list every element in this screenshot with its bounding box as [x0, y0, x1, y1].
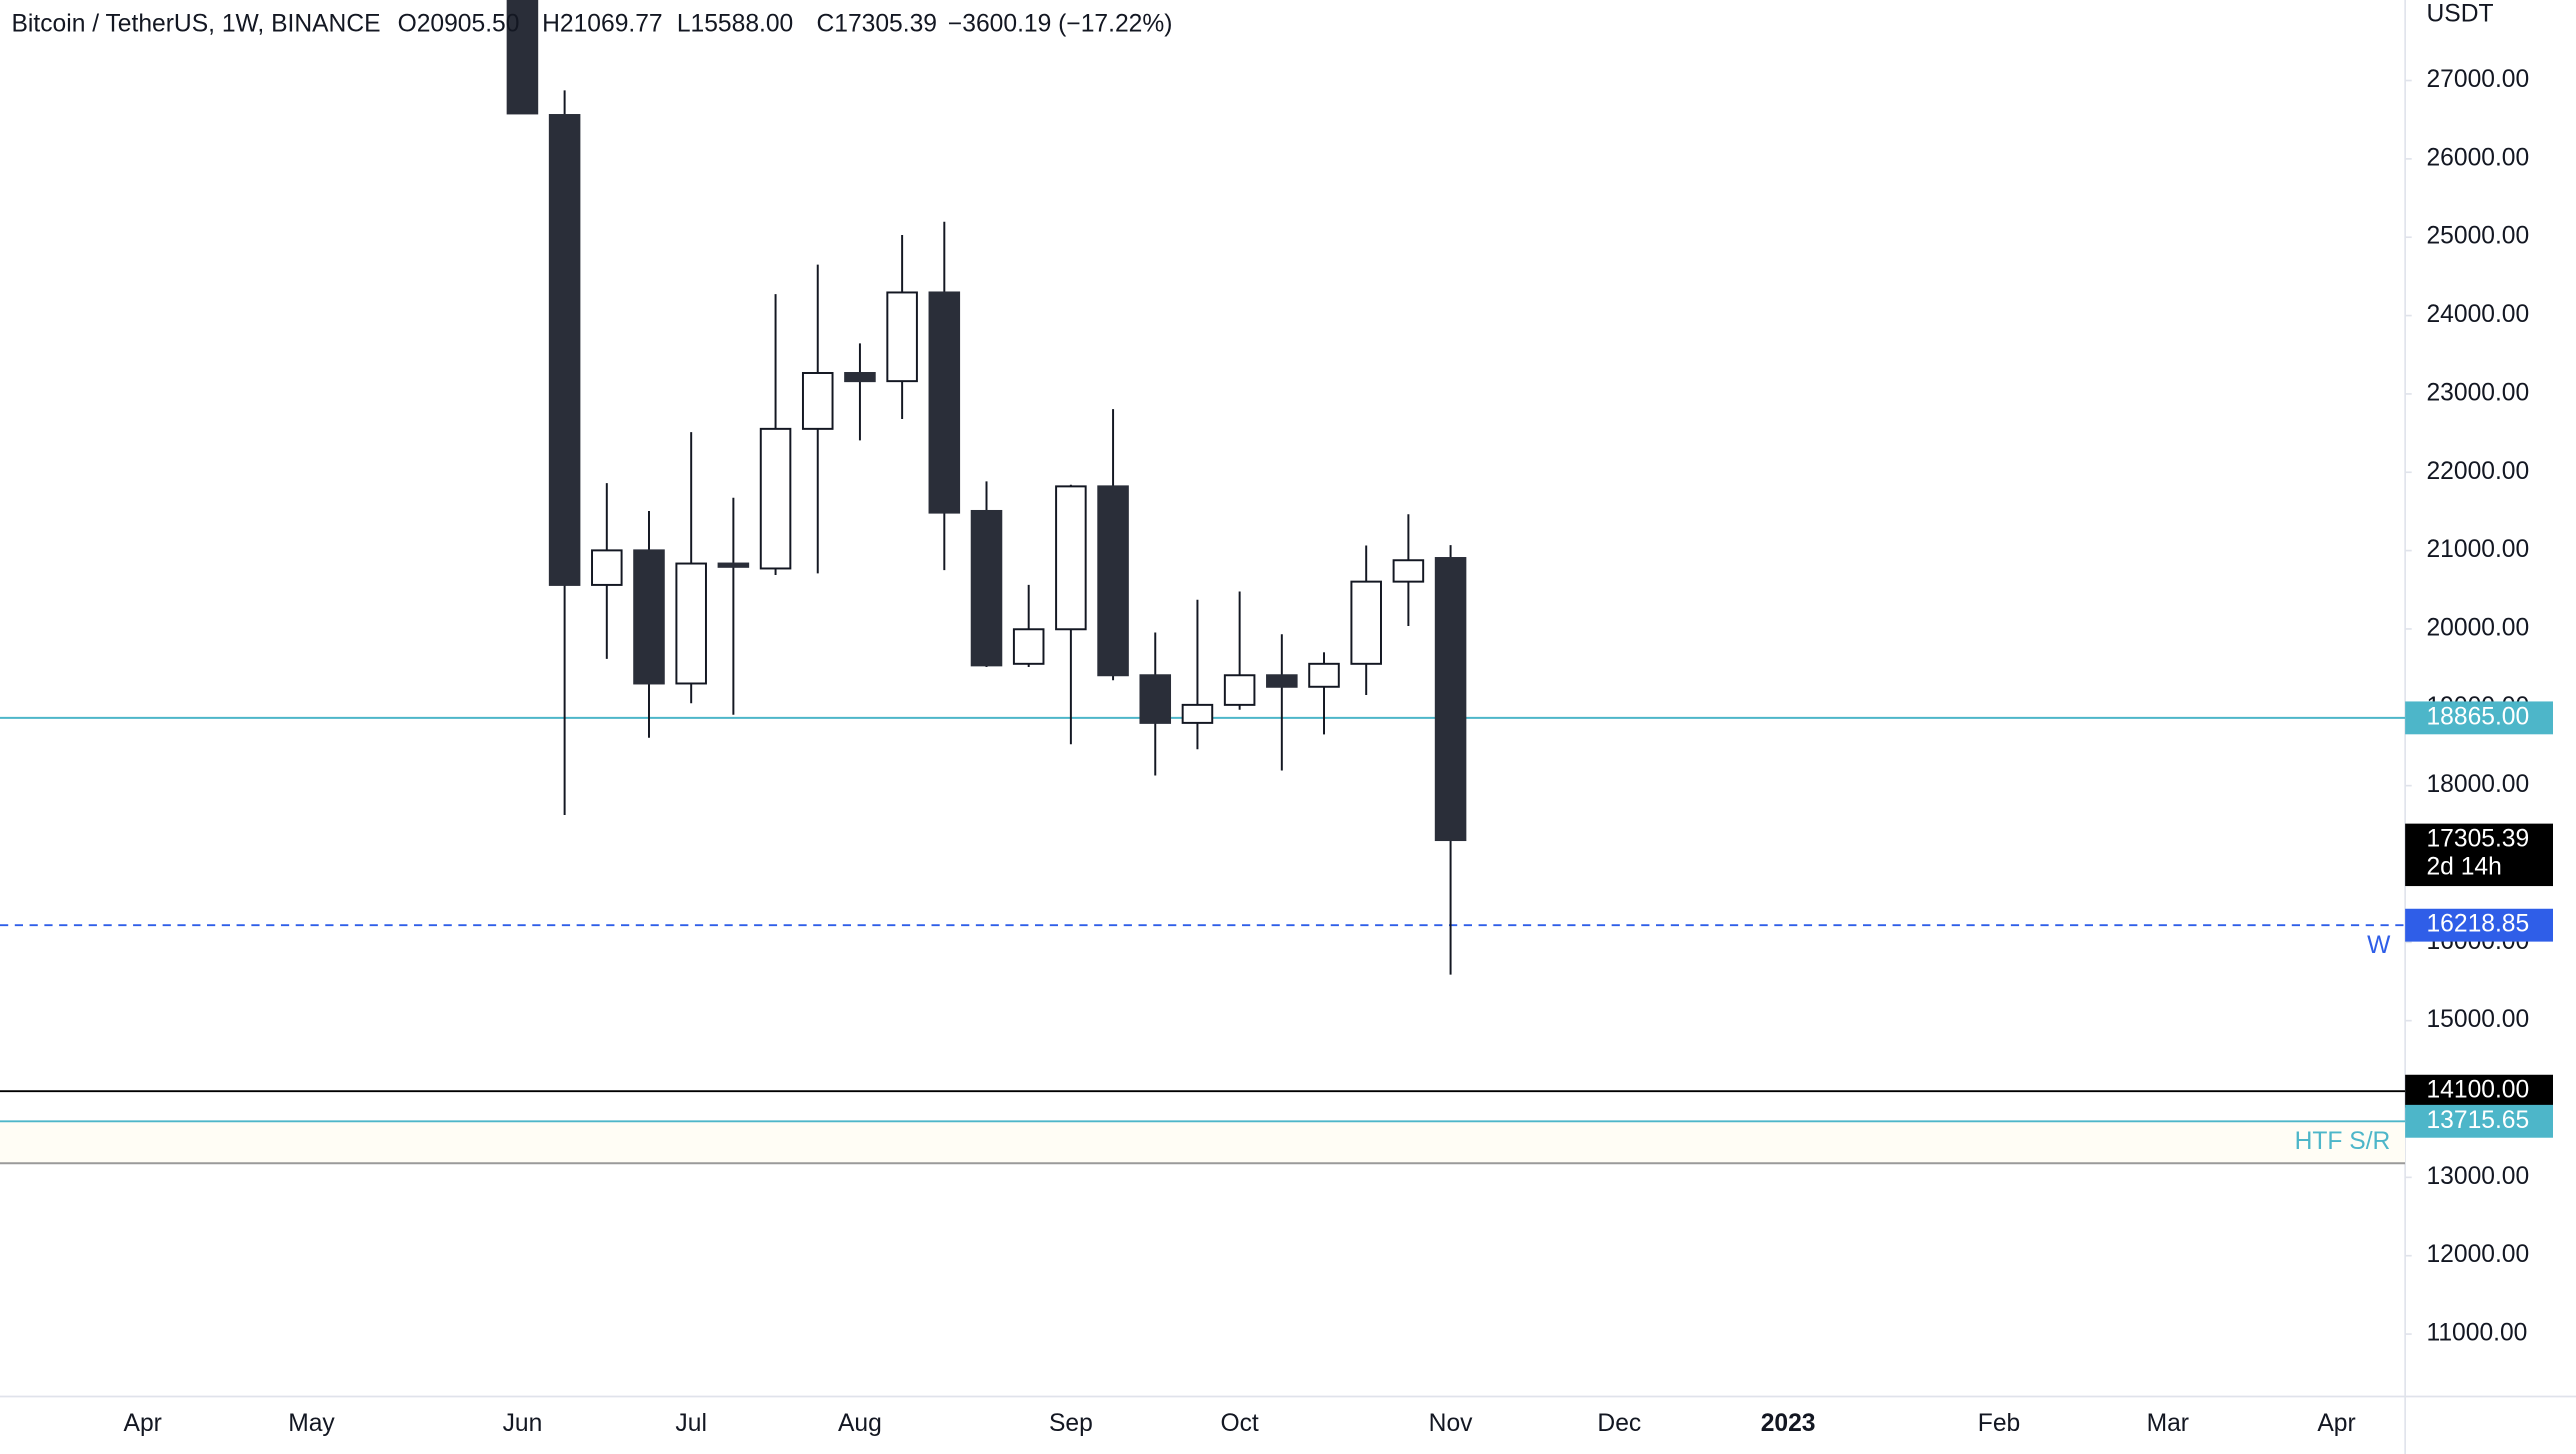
last-price-badge — [2405, 823, 2553, 887]
candle-body — [1266, 674, 1298, 688]
level-note: W — [2367, 932, 2391, 959]
candle-body — [844, 372, 876, 383]
level-note: HTF S/R — [2295, 1128, 2391, 1155]
candle-body — [506, 0, 539, 115]
candle-body — [1139, 674, 1172, 724]
level-badge — [2405, 908, 2553, 942]
level-badge-label: 16218.85 — [2427, 911, 2530, 938]
ohlc-close: C17305.39 — [817, 10, 937, 37]
candle-body — [1392, 559, 1425, 583]
candle-body — [801, 372, 834, 430]
countdown-label: 2d 14h — [2427, 854, 2502, 881]
candle-body — [1308, 662, 1340, 688]
y-tick-label: 15000.00 — [2427, 1006, 2530, 1033]
x-tick-label: Feb — [1978, 1410, 2020, 1437]
x-tick-label: Apr — [124, 1410, 162, 1437]
candle-body — [675, 562, 707, 685]
y-tick-label: 27000.00 — [2427, 66, 2530, 93]
candle-body — [759, 427, 792, 570]
y-tick-label: 13000.00 — [2427, 1163, 2530, 1190]
last-price-label: 17305.39 — [2427, 826, 2530, 853]
x-tick-label: Jul — [675, 1410, 706, 1437]
y-tick-label: 12000.00 — [2427, 1241, 2530, 1268]
level-badge-label: 18865.00 — [2427, 703, 2530, 730]
candle-body — [548, 114, 581, 586]
candle-body — [886, 291, 918, 383]
unit-label: USDT — [2427, 0, 2494, 27]
y-tick-label: 20000.00 — [2427, 614, 2530, 641]
axes: 11000.0012000.0013000.0014000.0015000.00… — [124, 66, 2553, 1437]
plot-area — [0, 0, 2406, 1165]
x-tick-label: Nov — [1429, 1410, 1473, 1437]
candle-body — [591, 549, 623, 586]
x-tick-label: Jun — [503, 1410, 543, 1437]
x-tick-label: Oct — [1220, 1410, 1258, 1437]
symbol-title: Bitcoin / TetherUS, 1W, BINANCE — [12, 10, 381, 37]
candle-body — [1223, 674, 1256, 706]
sr-zone — [0, 1121, 2406, 1164]
ohlc-open: O20905.50 — [398, 10, 520, 37]
candle-body — [1055, 485, 1087, 631]
x-tick-label: May — [288, 1410, 335, 1437]
level-badge — [2405, 1074, 2553, 1108]
level-badge — [2405, 1104, 2553, 1138]
level-badge-label: 14100.00 — [2427, 1077, 2530, 1104]
x-tick-label: Apr — [2317, 1410, 2355, 1437]
y-tick-label: 18000.00 — [2427, 771, 2530, 798]
candle-body — [928, 291, 961, 514]
ohlc-change: −3600.19 (−17.22%) — [948, 10, 1173, 37]
x-tick-label: Dec — [1597, 1410, 1641, 1437]
candle-body — [970, 509, 1003, 667]
candle-body — [1181, 703, 1214, 724]
x-tick-label: Mar — [2147, 1410, 2189, 1437]
ohlc-high: H21069.77 — [542, 10, 662, 37]
level-badge-label: 13715.65 — [2427, 1107, 2530, 1134]
candle-body — [717, 562, 750, 568]
y-tick-label: 26000.00 — [2427, 144, 2530, 171]
candle-body — [1350, 580, 1382, 665]
level-badge — [2405, 701, 2553, 735]
y-tick-label: 11000.00 — [2427, 1320, 2528, 1347]
y-tick-label: 25000.00 — [2427, 223, 2530, 250]
x-tick-label: Sep — [1049, 1410, 1093, 1437]
y-tick-label: 24000.00 — [2427, 301, 2530, 328]
candle-body — [633, 549, 665, 685]
candle-body — [1012, 628, 1045, 665]
y-tick-label: 23000.00 — [2427, 379, 2530, 406]
x-tick-label: 2023 — [1761, 1410, 1816, 1437]
candle-body — [1097, 485, 1129, 677]
ohlc-low: L15588.00 — [677, 10, 793, 37]
candle-body — [1434, 557, 1467, 842]
y-tick-label: 21000.00 — [2427, 536, 2530, 563]
header: Bitcoin / TetherUS, 1W, BINANCE O20905.5… — [12, 10, 1173, 37]
x-tick-label: Aug — [838, 1410, 882, 1437]
y-tick-label: 22000.00 — [2427, 458, 2530, 485]
